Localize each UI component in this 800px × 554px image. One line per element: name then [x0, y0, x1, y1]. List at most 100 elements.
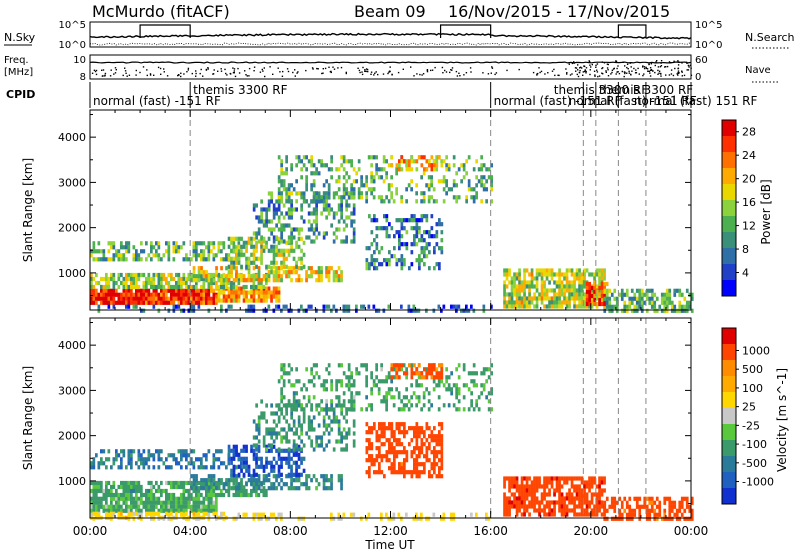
velocity-cell [425, 516, 428, 521]
velocity-cell [257, 478, 261, 483]
power-cell [400, 159, 404, 164]
velocity-cell [438, 371, 441, 376]
power-cell [155, 249, 158, 254]
nave-point [677, 70, 680, 72]
nave-point [558, 74, 560, 77]
velocity-cell [280, 478, 283, 483]
velocity-cell [177, 484, 181, 490]
power-cell [190, 296, 193, 301]
velocity-cell [425, 446, 429, 451]
power-cell [182, 272, 186, 278]
velocity-cell [252, 443, 256, 448]
nave-point [576, 73, 578, 76]
velocity-cell [95, 484, 98, 490]
power-cell [122, 300, 126, 305]
power-cell [520, 288, 524, 293]
velocity-cell [590, 512, 594, 517]
power-cell [563, 300, 566, 305]
power-cell [558, 300, 561, 305]
power-cell [347, 203, 351, 208]
power-cell [290, 278, 293, 283]
power-cell [480, 175, 483, 180]
velocity-cell [275, 516, 278, 521]
velocity-cell [227, 488, 231, 494]
power-cell [307, 211, 311, 216]
power-cell [192, 266, 196, 271]
velocity-cell [100, 488, 103, 494]
nsky-tick-low: 10^0 [59, 40, 86, 51]
power-cell [285, 223, 288, 228]
velocity-cell [237, 492, 241, 498]
velocity-cell [387, 387, 391, 392]
velocity-cell [325, 407, 328, 412]
power-cell [160, 300, 163, 305]
velocity-cell [295, 452, 298, 457]
nave-point [590, 66, 592, 68]
power-cell [585, 281, 589, 287]
velocity-cell [150, 453, 153, 458]
power-cell [638, 296, 642, 301]
power-cell [95, 292, 98, 297]
velocity-cell [127, 453, 131, 458]
power-cell [175, 245, 178, 250]
velocity-cell [515, 500, 519, 505]
power-cell [237, 286, 241, 291]
velocity-cell [147, 508, 151, 513]
velocity-cell [425, 454, 429, 459]
velocity-cell [503, 480, 506, 485]
power-cell [280, 264, 283, 269]
velocity-cell [190, 457, 193, 462]
velocity-cell [405, 512, 408, 517]
nave-point [272, 73, 274, 75]
freq-trace [89, 61, 692, 64]
velocity-cell [368, 454, 371, 459]
power-cell [315, 207, 318, 212]
velocity-cell [217, 492, 221, 498]
velocity-cell [568, 496, 571, 501]
velocity-cell [595, 492, 599, 497]
velocity-cell [398, 470, 401, 475]
power-cell [295, 199, 298, 204]
power-cell [147, 272, 151, 278]
power-cell [342, 195, 346, 200]
power-cell [145, 241, 148, 246]
velocity-cell [145, 500, 148, 505]
velocity-cell [175, 504, 178, 509]
power-cell [165, 280, 168, 286]
velocity-cell [428, 470, 431, 475]
velocity-cell [335, 379, 338, 384]
velocity-cell [663, 512, 667, 517]
velocity-cell [207, 516, 211, 521]
velocity-cell [252, 452, 256, 457]
power-cell [342, 191, 346, 196]
nave-point [584, 70, 586, 73]
power-cell [665, 296, 669, 301]
power-cell [237, 274, 241, 279]
velocity-cell [280, 472, 283, 477]
velocity-cell [227, 457, 231, 462]
nave-point [506, 69, 508, 72]
velocity-cell [337, 512, 341, 517]
power-cell [187, 284, 191, 290]
power-cell [140, 288, 143, 293]
nave-point [670, 62, 672, 64]
velocity-cell [380, 379, 383, 384]
velocity-cell [428, 426, 431, 431]
power-cell [422, 199, 426, 204]
power-cell [508, 280, 511, 285]
power-cell [450, 187, 453, 192]
power-cell [555, 284, 559, 289]
velocity-cell [140, 484, 143, 490]
velocity-cell [337, 431, 341, 436]
power-cell [393, 246, 396, 251]
velocity-cell [447, 387, 451, 392]
nsky-trace [89, 32, 692, 40]
velocity-cell [352, 383, 356, 388]
power-cell [440, 246, 444, 251]
velocity-cell [520, 488, 524, 493]
velocity-cell [593, 476, 596, 481]
power-cell [170, 276, 173, 282]
power-cell [162, 296, 166, 301]
power-cell [107, 241, 111, 246]
velocity-cell [320, 439, 323, 444]
